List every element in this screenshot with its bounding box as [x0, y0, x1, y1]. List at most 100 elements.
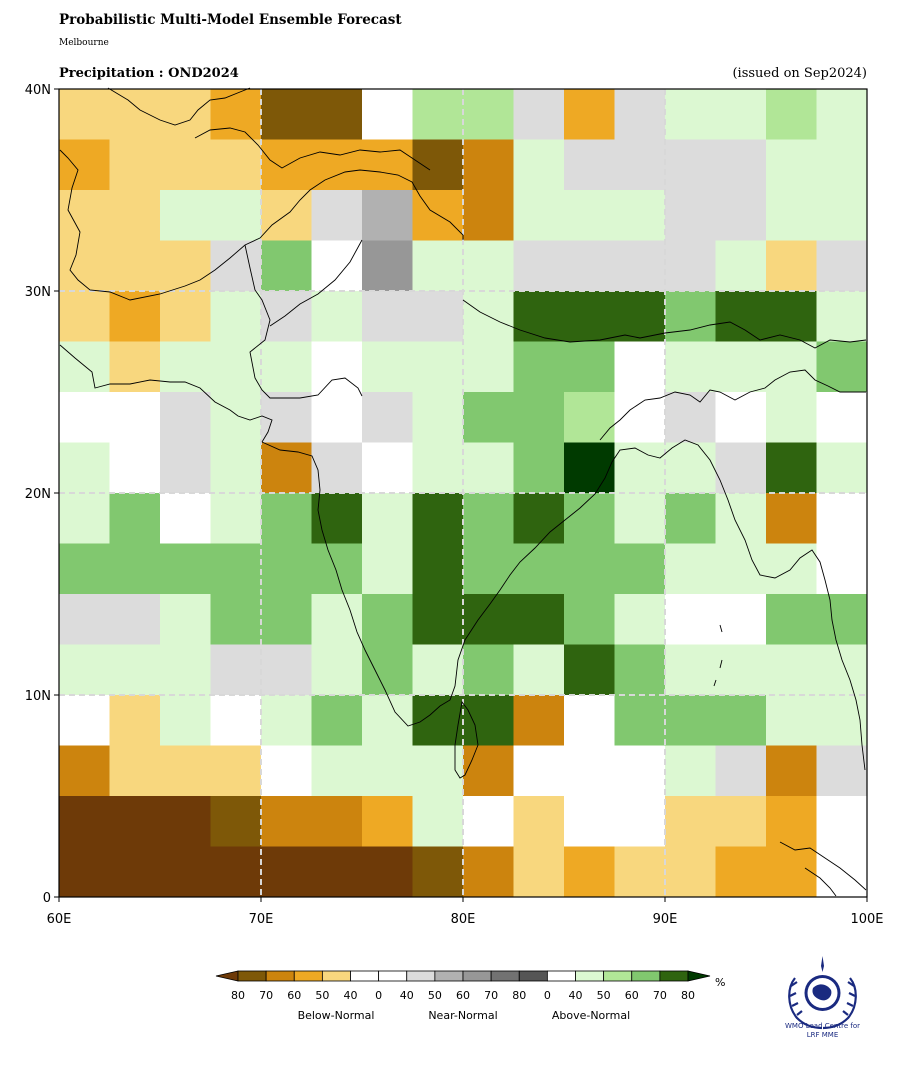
colorbar-label: 60: [287, 989, 301, 1002]
grid-cell: [816, 543, 868, 595]
colorbar-swatch: [462, 970, 492, 982]
grid-cell: [614, 796, 666, 847]
grid-cell: [463, 442, 514, 494]
probability-grid: [59, 89, 868, 898]
grid-cell: [210, 493, 262, 544]
grid-cell: [614, 291, 666, 342]
grid-cell: [614, 644, 666, 696]
grid-cell: [109, 89, 161, 140]
grid-cell: [513, 442, 565, 494]
grid-cell: [109, 493, 161, 544]
grid-cell: [160, 493, 211, 544]
grid-cell: [564, 543, 615, 595]
grid-cell: [715, 240, 767, 292]
grid-cell: [210, 594, 262, 645]
colorbar-swatch: [293, 970, 323, 982]
grid-cell: [109, 695, 161, 746]
grid-cell: [412, 594, 464, 645]
grid-cell: [463, 190, 514, 241]
grid-cell: [816, 493, 868, 544]
grid-cell: [311, 139, 363, 191]
grid-cell: [160, 392, 211, 443]
grid-cell: [564, 493, 615, 544]
grid-cell: [362, 594, 413, 645]
colorbar-extend-low: [215, 970, 239, 982]
colorbar-swatch: [350, 970, 380, 982]
grid-cell: [261, 796, 312, 847]
grid-cell: [614, 341, 666, 393]
lat-tick-label: 20N: [25, 487, 51, 502]
colorbar-swatch: [406, 970, 436, 982]
grid-cell: [59, 291, 110, 342]
grid-cell: [463, 240, 514, 292]
grid-cell: [564, 89, 615, 140]
grid-cell: [160, 442, 211, 494]
grid-cell: [261, 493, 312, 544]
grid-cell: [665, 240, 716, 292]
grid-cell: [109, 291, 161, 342]
colorbar-label: 50: [428, 989, 442, 1002]
grid-cell: [513, 341, 565, 393]
grid-cell: [816, 745, 868, 797]
grid-cell: [412, 240, 464, 292]
grid-cell: [261, 392, 312, 443]
grid-cell: [564, 291, 615, 342]
grid-cell: [109, 190, 161, 241]
grid-cell: [59, 190, 110, 241]
grid-cell: [463, 493, 514, 544]
grid-cell: [766, 543, 817, 595]
grid-cell: [715, 89, 767, 140]
colorbar-label: 80: [231, 989, 245, 1002]
grid-cell: [109, 543, 161, 595]
lon-tick-label: 100E: [850, 912, 883, 927]
grid-cell: [665, 796, 716, 847]
grid-cell: [261, 695, 312, 746]
grid-cell: [210, 644, 262, 696]
grid-cell: [362, 796, 413, 847]
grid-cell: [311, 695, 363, 746]
grid-cell: [59, 796, 110, 847]
grid-cell: [766, 442, 817, 494]
grid-cell: [160, 291, 211, 342]
chart-title: Probabilistic Multi-Model Ensemble Forec…: [59, 12, 402, 28]
grid-cell: [766, 139, 817, 191]
grid-cell: [463, 846, 514, 898]
colorbar-label: 70: [484, 989, 498, 1002]
grid-cell: [210, 745, 262, 797]
category-label: Below-Normal: [298, 1009, 375, 1022]
grid-cell: [463, 745, 514, 797]
variable-label: Precipitation : OND2024: [59, 66, 239, 81]
grid-cell: [766, 644, 817, 696]
grid-cell: [463, 644, 514, 696]
category-label: Above-Normal: [552, 1009, 630, 1022]
colorbar-swatch: [237, 970, 267, 982]
grid-cell: [160, 695, 211, 746]
grid-cell: [816, 594, 868, 645]
grid-cell: [109, 442, 161, 494]
grid-cell: [513, 644, 565, 696]
grid-cell: [715, 392, 767, 443]
grid-cell: [463, 543, 514, 595]
colorbar-label: 80: [681, 989, 695, 1002]
grid-cell: [59, 341, 110, 393]
grid-cell: [513, 190, 565, 241]
lat-tick-label: 40N: [25, 83, 51, 98]
colorbar-swatch: [603, 970, 633, 982]
lat-tick-label: 10N: [25, 689, 51, 704]
grid-cell: [160, 240, 211, 292]
grid-cell: [816, 190, 868, 241]
grid-cell: [412, 493, 464, 544]
grid-cell: [59, 240, 110, 292]
colorbar-label: 80: [512, 989, 526, 1002]
grid-cell: [715, 291, 767, 342]
coastlines: [59, 87, 867, 897]
grid-cell: [210, 139, 262, 191]
grid-cell: [766, 89, 817, 140]
grid-cell: [513, 392, 565, 443]
grid-cell: [311, 341, 363, 393]
grid-cell: [766, 240, 817, 292]
grid-cell: [210, 846, 262, 898]
grid-cell: [513, 846, 565, 898]
grid-cell: [513, 594, 565, 645]
